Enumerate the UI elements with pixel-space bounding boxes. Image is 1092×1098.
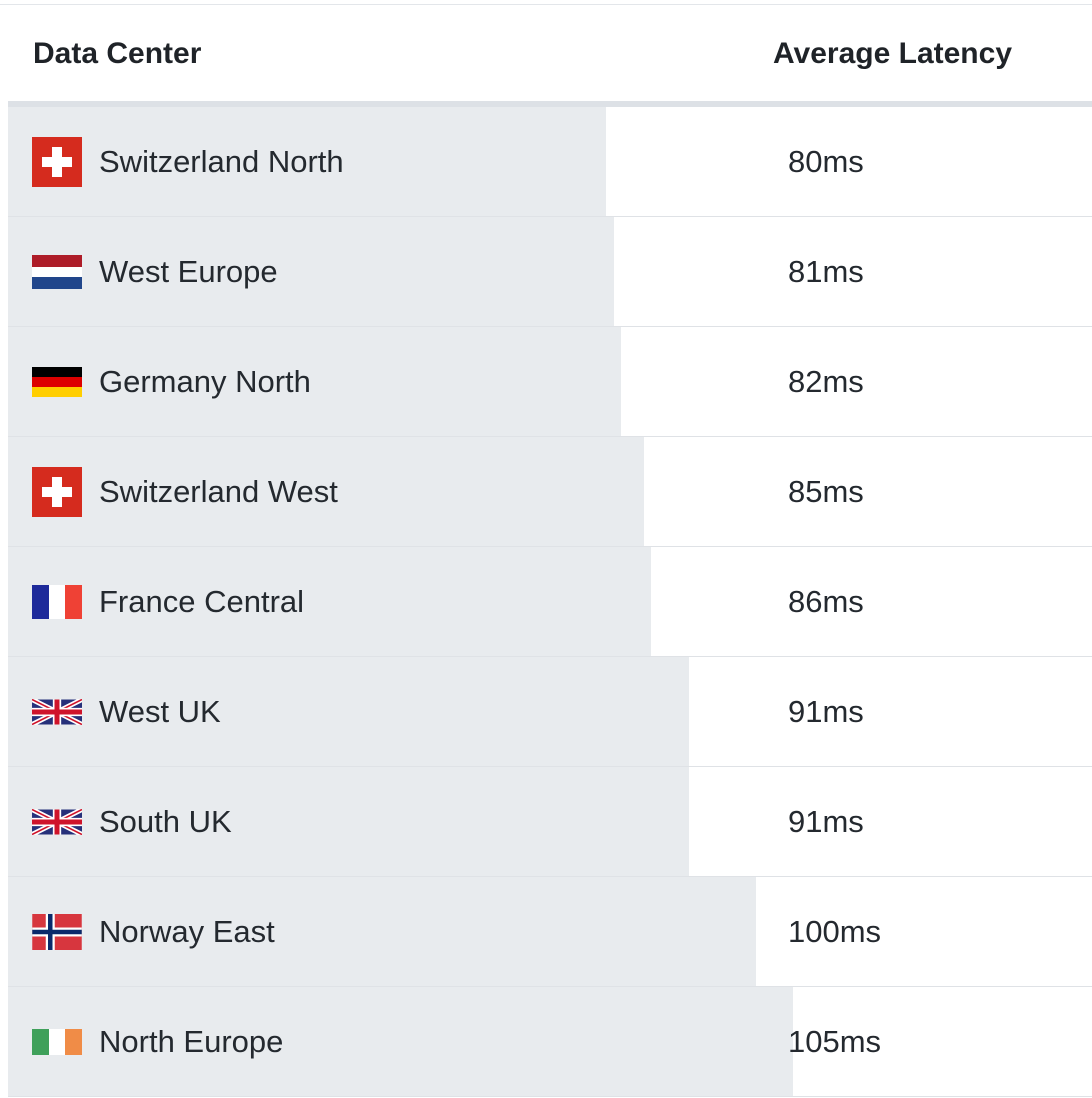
latency-bar (8, 327, 621, 436)
data-center-name: Germany North (99, 363, 311, 399)
table-row[interactable]: West UK 91ms (8, 657, 1092, 767)
norway-flag-icon (32, 913, 82, 950)
table-row[interactable]: South UK 91ms (8, 767, 1092, 877)
table-header: Data Center Average Latency (8, 5, 1092, 101)
latency-value: 85ms (788, 473, 864, 509)
data-center-name: North Europe (99, 1023, 284, 1059)
latency-value: 91ms (788, 693, 864, 729)
table-body: Switzerland North 80ms West Europe 81ms … (8, 107, 1092, 1097)
latency-bar (8, 107, 606, 216)
uk-flag-icon (32, 698, 82, 725)
top-divider (0, 4, 1092, 5)
latency-bar (8, 987, 793, 1096)
data-center-name: Norway East (99, 913, 275, 949)
switzerland-flag-icon (32, 466, 82, 517)
latency-value: 86ms (788, 583, 864, 619)
latency-bar (8, 437, 644, 546)
latency-bar (8, 657, 689, 766)
france-flag-icon (32, 584, 82, 619)
latency-value: 80ms (788, 143, 864, 179)
latency-value: 81ms (788, 253, 864, 289)
data-center-name: France Central (99, 583, 305, 619)
switzerland-flag-icon (32, 136, 82, 187)
germany-flag-icon (32, 366, 82, 397)
data-center-name: South UK (99, 803, 232, 839)
latency-bar (8, 217, 614, 326)
table-row[interactable]: Switzerland West 85ms (8, 437, 1092, 547)
table-row[interactable]: Switzerland North 80ms (8, 107, 1092, 217)
latency-value: 100ms (788, 913, 882, 949)
data-center-name: West Europe (99, 253, 278, 289)
header-average-latency[interactable]: Average Latency (773, 37, 1013, 70)
latency-bar (8, 877, 756, 986)
table-row[interactable]: Norway East 100ms (8, 877, 1092, 987)
data-center-name: Switzerland North (99, 143, 344, 179)
header-data-center[interactable]: Data Center (33, 37, 202, 70)
table-row[interactable]: France Central 86ms (8, 547, 1092, 657)
uk-flag-icon (32, 808, 82, 835)
latency-value: 105ms (788, 1023, 882, 1059)
table-row[interactable]: North Europe 105ms (8, 987, 1092, 1097)
data-center-name: Switzerland West (99, 473, 338, 509)
latency-value: 91ms (788, 803, 864, 839)
table-row[interactable]: West Europe 81ms (8, 217, 1092, 327)
data-center-name: West UK (99, 693, 221, 729)
latency-value: 82ms (788, 363, 864, 399)
latency-bar (8, 767, 689, 876)
netherlands-flag-icon (32, 254, 82, 289)
header-divider (8, 101, 1092, 107)
ireland-flag-icon (32, 1028, 82, 1055)
latency-bar (8, 547, 651, 656)
table-row[interactable]: Germany North 82ms (8, 327, 1092, 437)
